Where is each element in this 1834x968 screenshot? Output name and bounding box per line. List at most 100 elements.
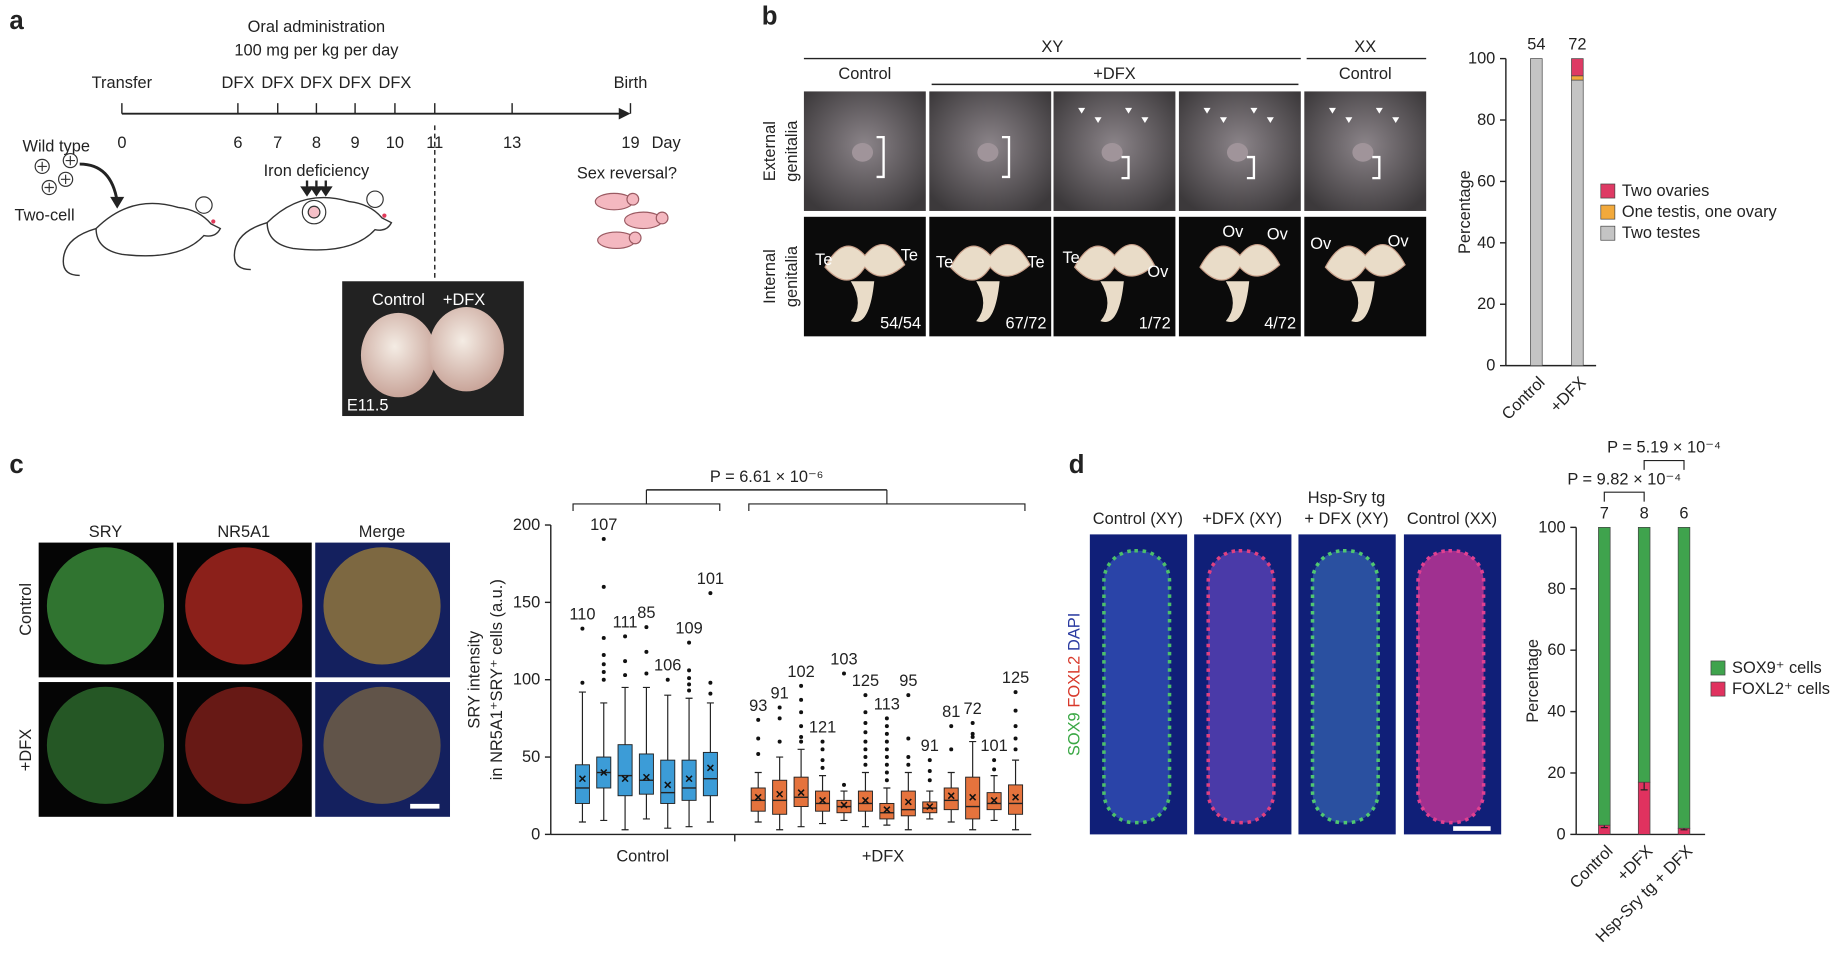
whisker-cap — [861, 771, 869, 828]
outcome-label: Sex reversal? — [577, 164, 677, 182]
box — [1008, 784, 1024, 815]
row-label: +DFX — [17, 729, 35, 771]
bar-segment — [1530, 58, 1543, 366]
mean-marker — [990, 796, 998, 804]
outlier — [580, 626, 585, 631]
y-axis-label: Percentage — [1524, 639, 1542, 723]
row-label: genitalia — [783, 245, 801, 307]
row-label: Control — [17, 583, 35, 636]
treatment-label: DFX — [221, 74, 254, 92]
stain-label: SRY — [89, 523, 122, 541]
genital-papilla — [851, 142, 874, 162]
mean-marker — [664, 781, 672, 789]
karyotype-label: XY — [1041, 38, 1063, 56]
outlier — [799, 724, 804, 729]
panel-label: d — [1069, 451, 1085, 479]
outlier — [820, 747, 825, 752]
outlier — [799, 739, 804, 744]
arrowhead-marker — [1141, 117, 1149, 124]
legend-label: Two testes — [1622, 224, 1700, 242]
outlier — [906, 736, 911, 741]
embryo-icon — [307, 205, 321, 219]
outlier — [884, 778, 889, 783]
n-label: 91 — [921, 737, 939, 755]
outlier — [665, 677, 670, 682]
outlier — [884, 716, 889, 721]
y-tick-label: 20 — [1477, 295, 1495, 313]
outlier — [601, 635, 606, 640]
group-label: +DFX — [862, 848, 904, 866]
mouse-eye — [211, 219, 216, 224]
whisker-cap — [904, 771, 912, 831]
outlier — [820, 765, 825, 770]
y-tick-label: 0 — [1486, 357, 1495, 375]
group-label: Control — [616, 848, 669, 866]
outlier — [708, 680, 713, 685]
outlier — [601, 536, 606, 541]
n-label: 6 — [1679, 504, 1688, 522]
box — [660, 759, 676, 804]
embryo-photo — [360, 312, 436, 398]
outlier — [601, 669, 606, 674]
whisker-cap — [947, 771, 955, 823]
arrow-head — [110, 196, 125, 209]
tissue — [1073, 244, 1156, 281]
p-value: P = 9.82 × 10⁻⁴ — [1567, 470, 1681, 488]
day-label: 10 — [386, 134, 404, 152]
n-label: 72 — [1568, 36, 1586, 54]
whisker-cap — [819, 775, 827, 825]
legend-label: FOXL2⁺ cells — [1732, 680, 1830, 698]
whisker-cap — [990, 775, 998, 822]
y-axis-label: Percentage — [1456, 170, 1474, 254]
day-label: 13 — [503, 134, 521, 152]
outlier — [799, 710, 804, 715]
outlier — [1013, 736, 1018, 741]
tissue-label: Te — [1027, 254, 1044, 272]
genital-papilla — [1101, 142, 1123, 162]
mean-marker — [883, 806, 891, 814]
n-label: 103 — [830, 650, 857, 668]
outlier — [863, 730, 868, 735]
n-label: 81 — [942, 703, 960, 721]
arrowhead-marker — [1266, 117, 1274, 124]
arrow — [79, 162, 119, 202]
bracket — [1001, 135, 1011, 179]
mean-marker — [947, 792, 955, 800]
count-label: 54/54 — [880, 314, 921, 332]
pup-head — [655, 211, 669, 225]
mean-marker — [642, 773, 650, 781]
n-label: 106 — [654, 657, 681, 675]
x-tick-label: Control — [1498, 373, 1548, 423]
gonad-signal — [1416, 549, 1486, 825]
whisker-cap — [1012, 759, 1020, 831]
stage-label: Two-cell — [14, 207, 74, 225]
group-label: +DFX — [1093, 65, 1135, 83]
x-tick-label: +DFX — [1547, 373, 1590, 416]
tissue — [1324, 244, 1406, 281]
whisker-cap — [621, 686, 629, 831]
y-tick-label: 200 — [513, 516, 540, 534]
outlier — [1013, 747, 1018, 752]
arrowhead-marker — [1203, 107, 1211, 114]
outlier — [777, 705, 782, 710]
outlier — [687, 668, 692, 673]
outlier — [927, 758, 932, 763]
outlier — [687, 688, 692, 693]
whisker-cap — [706, 702, 714, 823]
legend-label: Two ovaries — [1622, 182, 1709, 200]
down-arrow — [318, 180, 333, 197]
box — [574, 764, 590, 804]
outlier — [884, 755, 889, 760]
tissue — [1225, 281, 1250, 323]
outlier — [970, 731, 975, 736]
n-label: 101 — [980, 737, 1007, 755]
outlier — [884, 770, 889, 775]
outlier — [708, 591, 713, 596]
outlier — [906, 755, 911, 760]
day-unit: Day — [652, 134, 682, 152]
mouse-ear — [366, 190, 384, 209]
whisker-cap — [926, 790, 934, 820]
n-label: 7 — [1600, 504, 1609, 522]
whisker-cap — [685, 697, 693, 828]
arrow-head — [618, 107, 631, 120]
